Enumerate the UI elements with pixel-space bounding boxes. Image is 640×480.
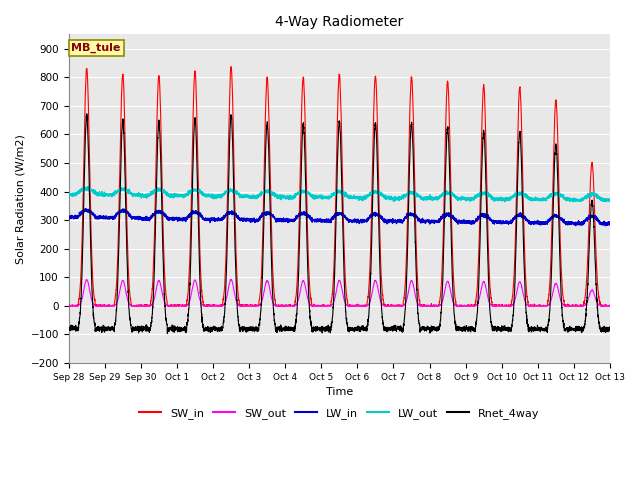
Line: LW_out: LW_out xyxy=(68,187,610,202)
Rnet_4way xyxy=(83,111,91,117)
LW_out xyxy=(65,191,72,196)
SW_in xyxy=(65,303,72,309)
Line: Rnet_4way: Rnet_4way xyxy=(68,114,610,334)
Legend: SW_in, SW_out, LW_in, LW_out, Rnet_4way: SW_in, SW_out, LW_in, LW_out, Rnet_4way xyxy=(134,403,544,423)
SW_out xyxy=(319,303,327,309)
LW_in xyxy=(602,223,609,228)
LW_in xyxy=(461,220,468,226)
SW_out xyxy=(162,302,170,308)
LW_in xyxy=(162,213,170,219)
SW_in xyxy=(605,302,613,308)
LW_out xyxy=(162,189,170,195)
SW_in xyxy=(492,303,499,309)
LW_out xyxy=(461,196,468,202)
Y-axis label: Solar Radiation (W/m2): Solar Radiation (W/m2) xyxy=(15,134,25,264)
LW_in xyxy=(605,222,613,228)
SW_in xyxy=(162,292,170,298)
SW_in xyxy=(461,303,468,309)
LW_out xyxy=(501,199,509,204)
SW_in xyxy=(431,302,438,308)
LW_out xyxy=(84,184,92,190)
Line: SW_in: SW_in xyxy=(68,67,610,306)
LW_out xyxy=(606,197,614,203)
X-axis label: Time: Time xyxy=(326,387,353,397)
Rnet_4way xyxy=(162,317,170,323)
Rnet_4way xyxy=(164,331,172,336)
SW_out xyxy=(65,303,72,309)
Rnet_4way xyxy=(65,325,72,331)
SW_in xyxy=(319,303,327,309)
Line: SW_out: SW_out xyxy=(68,279,610,306)
LW_in xyxy=(431,218,438,224)
LW_in xyxy=(319,217,327,223)
Rnet_4way xyxy=(606,327,614,333)
Title: 4-Way Radiometer: 4-Way Radiometer xyxy=(275,15,403,29)
Rnet_4way xyxy=(431,326,438,332)
SW_out xyxy=(65,303,72,309)
SW_in xyxy=(65,303,72,309)
Rnet_4way xyxy=(319,327,327,333)
LW_in xyxy=(65,213,72,219)
LW_out xyxy=(319,193,327,199)
SW_in xyxy=(227,64,235,70)
SW_out xyxy=(431,303,438,309)
LW_out xyxy=(431,196,438,202)
Rnet_4way xyxy=(492,327,499,333)
SW_out xyxy=(606,303,614,309)
LW_out xyxy=(605,198,613,204)
LW_in xyxy=(606,222,614,228)
LW_out xyxy=(492,196,499,202)
SW_in xyxy=(606,303,614,309)
SW_out xyxy=(227,276,235,282)
Line: LW_in: LW_in xyxy=(68,209,610,226)
Rnet_4way xyxy=(605,326,613,332)
SW_out xyxy=(605,303,613,309)
Text: MB_tule: MB_tule xyxy=(71,43,121,53)
SW_out xyxy=(492,303,499,309)
LW_in xyxy=(492,218,499,224)
SW_out xyxy=(461,303,468,309)
Rnet_4way xyxy=(461,327,468,333)
LW_in xyxy=(119,206,127,212)
